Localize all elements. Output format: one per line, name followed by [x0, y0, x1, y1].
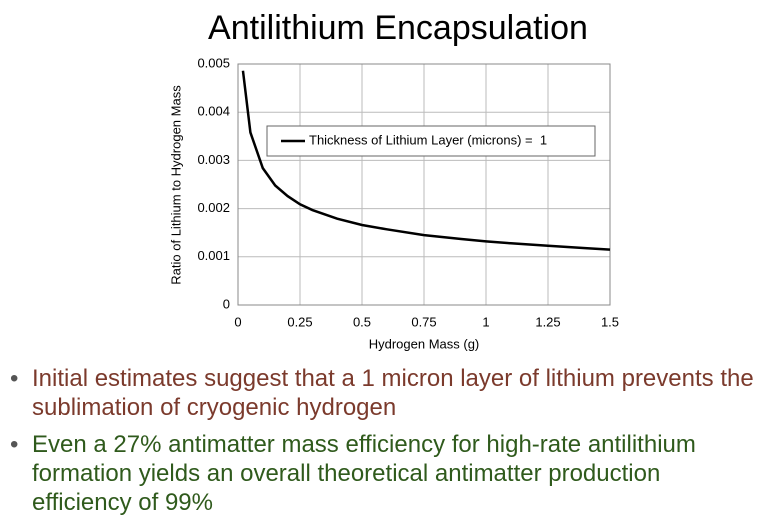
- bullet-list: Initial estimates suggest that a 1 micro…: [10, 364, 755, 525]
- plot-frame: [237, 63, 611, 306]
- chart-title: Antilithium Encapsulation: [208, 9, 588, 47]
- legend-label: Thickness of Lithium Layer (microns) = 1: [309, 132, 547, 147]
- x-tick-label: 1: [482, 314, 489, 329]
- x-axis-label: Hydrogen Mass (g): [369, 336, 480, 351]
- y-tick-label: 0: [223, 296, 230, 311]
- y-tick-label: 0.001: [197, 248, 230, 263]
- x-tick-label: 1.25: [535, 314, 560, 329]
- y-tick-label: 0.004: [197, 104, 230, 119]
- y-axis-label: Ratio of Lithium to Hydrogen Mass: [168, 85, 183, 285]
- x-tick-label: 1.5: [601, 314, 619, 329]
- y-tick-label: 0.003: [197, 152, 230, 167]
- bullet: Even a 27% antimatter mass efficiency fo…: [10, 430, 755, 517]
- x-tick-label: 0.75: [411, 314, 436, 329]
- bullet: Initial estimates suggest that a 1 micro…: [10, 364, 755, 422]
- x-tick-label: 0: [234, 314, 241, 329]
- x-tick-label: 0.5: [353, 314, 371, 329]
- data-line: [241, 70, 611, 251]
- legend-box: [266, 125, 596, 157]
- y-tick-label: 0.005: [197, 55, 230, 70]
- y-tick-label: 0.002: [197, 200, 230, 215]
- chart: Antilithium Encapsulation Hydrogen Mass …: [168, 9, 619, 351]
- x-tick-label: 0.25: [287, 314, 312, 329]
